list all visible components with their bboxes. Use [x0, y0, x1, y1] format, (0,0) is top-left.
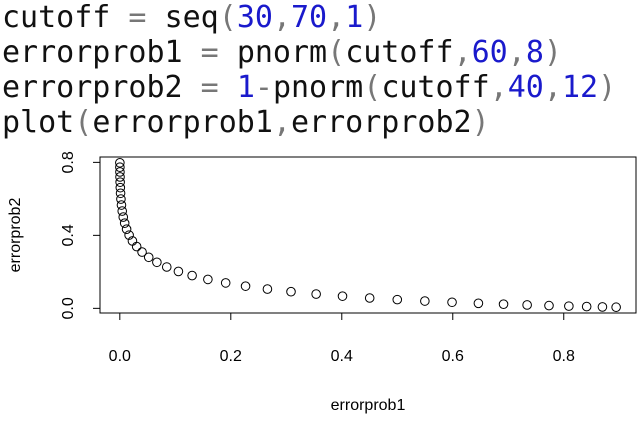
code-token: 60: [472, 35, 508, 70]
code-token: errorprob1: [2, 35, 183, 70]
code-token: ,: [454, 35, 472, 70]
point: [364, 293, 375, 303]
code-token: 12: [562, 70, 598, 105]
code-token: (: [363, 70, 381, 105]
point: [564, 301, 574, 311]
point: [220, 278, 231, 288]
code-line: plot(errorprob1,errorprob2): [2, 105, 490, 140]
code-line: errorprob1 = pnorm(cutoff,60,8): [2, 35, 562, 70]
code-line: cutoff = seq(30,70,1): [2, 0, 381, 35]
code-token: ,: [273, 0, 291, 35]
point: [131, 241, 142, 252]
code-token: pnorm: [273, 70, 363, 105]
x-tick-label: 0.6: [442, 348, 464, 365]
point: [115, 167, 125, 177]
y-tick-label: 0.8: [60, 151, 77, 173]
point: [143, 252, 154, 263]
point: [286, 286, 296, 297]
code-token: ): [472, 105, 490, 140]
code-line: errorprob2 = 1-pnorm(cutoff,40,12): [2, 70, 616, 105]
y-tick-label: 0.4: [60, 224, 77, 246]
code-token: 8: [526, 35, 544, 70]
point: [117, 206, 128, 216]
point: [152, 257, 162, 268]
code-token: ,: [490, 70, 508, 105]
point: [161, 262, 172, 272]
code-token: cutoff: [2, 0, 110, 35]
y-axis-label: errorprob2: [7, 198, 24, 273]
point: [115, 177, 125, 187]
code-token: (: [219, 0, 237, 35]
code-token: plot: [2, 105, 74, 140]
code-token: ): [598, 70, 616, 105]
point: [203, 274, 213, 285]
code-token: cutoff: [345, 35, 453, 70]
x-axis-label: errorprob1: [331, 397, 406, 414]
point: [498, 299, 509, 309]
point: [173, 266, 184, 277]
point: [337, 291, 348, 301]
code-token: ,: [327, 0, 345, 35]
point: [447, 297, 457, 308]
point: [597, 302, 608, 312]
point: [262, 284, 273, 294]
point: [124, 230, 134, 240]
point: [115, 157, 125, 168]
code-token: ): [363, 0, 381, 35]
x-tick-label: 0.8: [553, 348, 575, 365]
code-token: pnorm: [237, 35, 327, 70]
x-tick-label: 0.2: [220, 348, 242, 365]
code-token: cutoff: [381, 70, 489, 105]
point: [116, 194, 126, 204]
point: [118, 212, 129, 222]
x-tick-label: 0.0: [109, 348, 131, 365]
code-token: 70: [291, 0, 327, 35]
code-token: -: [255, 70, 273, 105]
point: [115, 172, 125, 182]
code-token: 30: [237, 0, 273, 35]
point: [611, 302, 621, 313]
code-token: ): [544, 35, 562, 70]
code-token: 1: [345, 0, 363, 35]
point: [581, 301, 592, 312]
code-token: =: [110, 0, 164, 35]
code-token: seq: [165, 0, 219, 35]
point: [116, 200, 127, 210]
y-tick-label: 0.0: [60, 297, 77, 319]
point: [187, 270, 197, 281]
code-token: ,: [508, 35, 526, 70]
code-token: =: [183, 35, 237, 70]
code-token: errorprob2: [2, 70, 183, 105]
x-tick-label: 0.4: [331, 348, 353, 365]
point: [473, 298, 484, 309]
code-token: errorprob2: [291, 105, 472, 140]
code-token: =: [183, 70, 237, 105]
point: [544, 300, 554, 311]
code-token: ,: [273, 105, 291, 140]
code-token: errorprob1: [92, 105, 273, 140]
point: [121, 224, 132, 234]
code-token: 1: [237, 70, 255, 105]
point: [240, 281, 251, 291]
code-token: 40: [508, 70, 544, 105]
plot-box: [99, 156, 637, 314]
code-token: (: [74, 105, 92, 140]
code-token: (: [327, 35, 345, 70]
code-token: ,: [544, 70, 562, 105]
point: [392, 294, 403, 305]
point: [311, 289, 321, 299]
point: [420, 296, 430, 306]
point: [137, 247, 147, 257]
point: [115, 182, 126, 193]
point: [115, 188, 126, 199]
point: [522, 300, 532, 310]
point: [115, 162, 125, 173]
point: [119, 218, 130, 228]
